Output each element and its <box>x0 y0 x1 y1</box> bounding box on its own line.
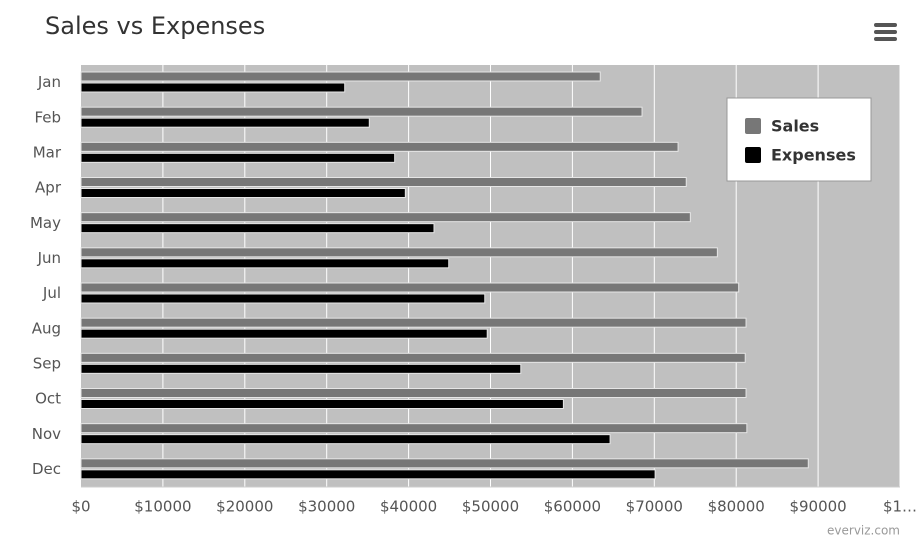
y-tick-label: Aug <box>32 319 61 337</box>
bar <box>80 363 522 374</box>
y-tick-label: Jan <box>37 73 61 91</box>
menu-bar[interactable] <box>874 23 897 27</box>
legend: Sales Expenses <box>726 97 872 182</box>
legend-box <box>726 97 872 182</box>
bar <box>80 106 643 117</box>
bar <box>80 247 718 258</box>
bar <box>80 434 611 445</box>
y-tick-label: Nov <box>32 425 61 443</box>
menu-button[interactable] <box>874 23 897 41</box>
bar <box>80 152 396 163</box>
x-tick-label: $10000 <box>134 498 191 516</box>
bar <box>80 469 656 480</box>
x-tick-label: $1… <box>883 498 917 516</box>
x-tick-label: $50000 <box>462 498 519 516</box>
bar <box>80 117 370 128</box>
menu-bar[interactable] <box>874 30 897 34</box>
bar <box>80 282 740 293</box>
bar <box>80 177 687 187</box>
bar <box>80 293 486 304</box>
bar <box>80 82 346 93</box>
bar <box>80 71 601 82</box>
bar <box>80 423 748 434</box>
bar <box>80 399 564 409</box>
y-tick-label: Mar <box>33 143 62 161</box>
bar <box>80 317 747 328</box>
y-tick-label: May <box>30 214 61 232</box>
x-tick-label: $70000 <box>626 498 683 516</box>
credits[interactable]: everviz.com <box>827 524 900 538</box>
bar <box>80 258 450 269</box>
x-tick-label: $20000 <box>216 498 273 516</box>
legend-label: Sales <box>771 117 819 136</box>
y-tick-label: Feb <box>34 108 61 126</box>
chart-title: Sales vs Expenses <box>45 12 265 40</box>
bar <box>80 458 809 469</box>
x-tick-label: $0 <box>71 498 90 516</box>
x-tick-label: $30000 <box>298 498 355 516</box>
x-tick-label: $90000 <box>789 498 846 516</box>
y-tick-label: Sep <box>33 354 61 372</box>
legend-swatch <box>745 118 761 134</box>
legend-label: Expenses <box>771 146 856 165</box>
x-tick-label: $40000 <box>380 498 437 516</box>
bar <box>80 388 747 398</box>
menu-bar[interactable] <box>874 37 897 41</box>
legend-swatch <box>745 147 761 163</box>
bar <box>80 223 435 234</box>
y-tick-label: Oct <box>35 390 61 408</box>
y-tick-label: Apr <box>35 179 62 197</box>
y-tick-label: Jul <box>42 284 61 302</box>
bar <box>80 212 691 223</box>
bar <box>80 352 746 363</box>
bar <box>80 328 488 339</box>
y-tick-label: Dec <box>32 460 61 478</box>
y-tick-label: Jun <box>37 249 61 267</box>
x-tick-label: $60000 <box>544 498 601 516</box>
bar <box>80 141 679 152</box>
x-tick-label: $80000 <box>708 498 765 516</box>
bar <box>80 188 406 198</box>
